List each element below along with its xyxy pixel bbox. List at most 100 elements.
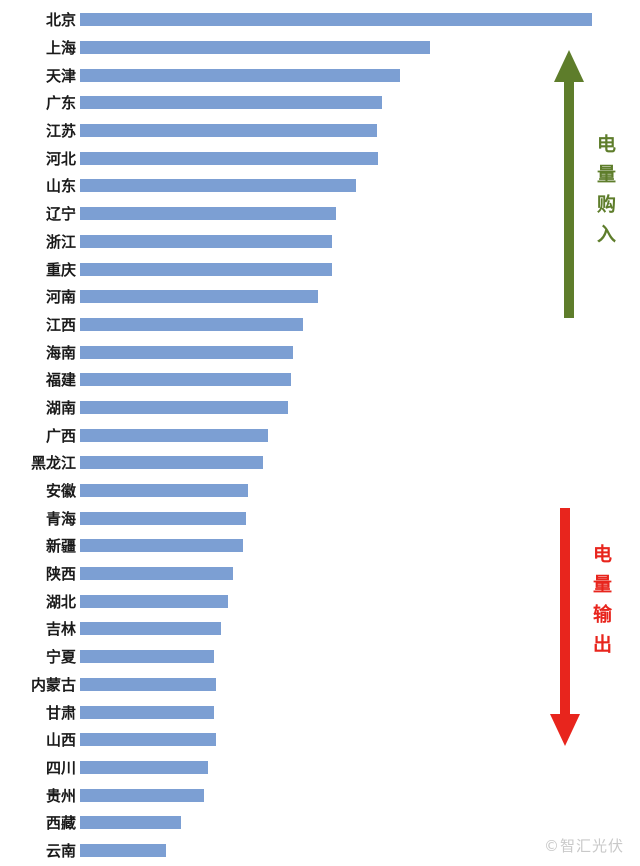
bar-track	[80, 760, 640, 774]
category-label: 青海	[45, 509, 76, 528]
category-label: 四川	[45, 758, 76, 777]
bar-track	[80, 788, 640, 802]
chart-row: 贵州	[0, 781, 640, 809]
category-label: 陕西	[45, 565, 76, 584]
chart-row: 江苏	[0, 117, 640, 145]
bar	[80, 124, 377, 138]
bar	[80, 622, 221, 636]
chart-row: 北京	[0, 6, 640, 34]
bar-track	[80, 179, 640, 193]
category-label: 山东	[45, 177, 76, 196]
chart-row: 上海	[0, 34, 640, 62]
chart-row: 山东	[0, 172, 640, 200]
bar	[80, 539, 243, 553]
bar-track	[80, 400, 640, 414]
bar-track	[80, 456, 640, 470]
category-label: 甘肃	[45, 703, 76, 722]
bar	[80, 760, 208, 774]
bar-track	[80, 677, 640, 691]
bar-track	[80, 345, 640, 359]
bar	[80, 400, 288, 414]
bar	[80, 41, 431, 55]
bar	[80, 733, 217, 747]
category-label: 上海	[45, 39, 76, 58]
category-label: 河南	[45, 288, 76, 307]
chart-row: 江西	[0, 311, 640, 339]
chart-row: 西藏	[0, 809, 640, 837]
bar-track	[80, 843, 640, 857]
bar	[80, 317, 304, 331]
chart-row: 广东	[0, 89, 640, 117]
bar	[80, 290, 319, 304]
bar	[80, 511, 246, 525]
bar	[80, 262, 332, 276]
chart-row: 安徽	[0, 477, 640, 505]
category-label: 河北	[45, 149, 76, 168]
category-label: 天津	[45, 66, 76, 85]
bar-track	[80, 650, 640, 664]
bar-track	[80, 816, 640, 830]
category-label: 西藏	[45, 814, 76, 833]
down-arrow-icon	[550, 508, 580, 746]
chart-row: 湖北	[0, 587, 640, 615]
chart-row: 海南	[0, 338, 640, 366]
chart-row: 山西	[0, 726, 640, 754]
chart-row: 重庆	[0, 255, 640, 283]
bar-track	[80, 373, 640, 387]
bar	[80, 567, 234, 581]
bar-track	[80, 511, 640, 525]
bar-track	[80, 96, 640, 110]
category-label: 北京	[45, 11, 76, 30]
bar	[80, 151, 378, 165]
bar-track	[80, 290, 640, 304]
bar	[80, 68, 400, 82]
bar-track	[80, 262, 640, 276]
annotation-output	[548, 508, 582, 750]
category-label: 黑龙江	[30, 454, 76, 473]
bar-track	[80, 705, 640, 719]
bar	[80, 484, 248, 498]
chart-row: 河南	[0, 283, 640, 311]
bar	[80, 816, 181, 830]
bar	[80, 345, 293, 359]
bar-track	[80, 41, 640, 55]
bar-track	[80, 151, 640, 165]
bar	[80, 843, 167, 857]
category-label: 广西	[45, 426, 76, 445]
chart-row: 甘肃	[0, 698, 640, 726]
chart-rows: 北京 上海 天津 广东 江苏 河北 山东	[0, 6, 640, 864]
bar-track	[80, 622, 640, 636]
chart-row: 浙江	[0, 228, 640, 256]
category-label: 湖南	[45, 398, 76, 417]
bar-track	[80, 13, 640, 27]
bar	[80, 13, 592, 27]
annotation-purchase-label: 电量购入	[594, 134, 616, 254]
bar	[80, 373, 291, 387]
category-label: 山西	[45, 731, 76, 750]
bar	[80, 788, 204, 802]
bar-track	[80, 484, 640, 498]
bar	[80, 650, 215, 664]
category-label: 江苏	[45, 122, 76, 141]
bar	[80, 456, 263, 470]
chart-row: 河北	[0, 144, 640, 172]
category-label: 贵州	[45, 786, 76, 805]
category-label: 海南	[45, 343, 76, 362]
category-label: 内蒙古	[30, 675, 76, 694]
chart-row: 青海	[0, 504, 640, 532]
bar-track	[80, 68, 640, 82]
category-label: 新疆	[45, 537, 76, 556]
bar	[80, 705, 215, 719]
chart-row: 黑龙江	[0, 449, 640, 477]
chart-row: 宁夏	[0, 643, 640, 671]
bar-track	[80, 207, 640, 221]
bar-track	[80, 594, 640, 608]
chart-row: 云南	[0, 837, 640, 865]
category-label: 安徽	[45, 482, 76, 501]
annotation-purchase	[552, 50, 586, 324]
bar	[80, 428, 268, 442]
chart-row: 内蒙古	[0, 671, 640, 699]
chart-row: 天津	[0, 61, 640, 89]
chart-row: 四川	[0, 754, 640, 782]
